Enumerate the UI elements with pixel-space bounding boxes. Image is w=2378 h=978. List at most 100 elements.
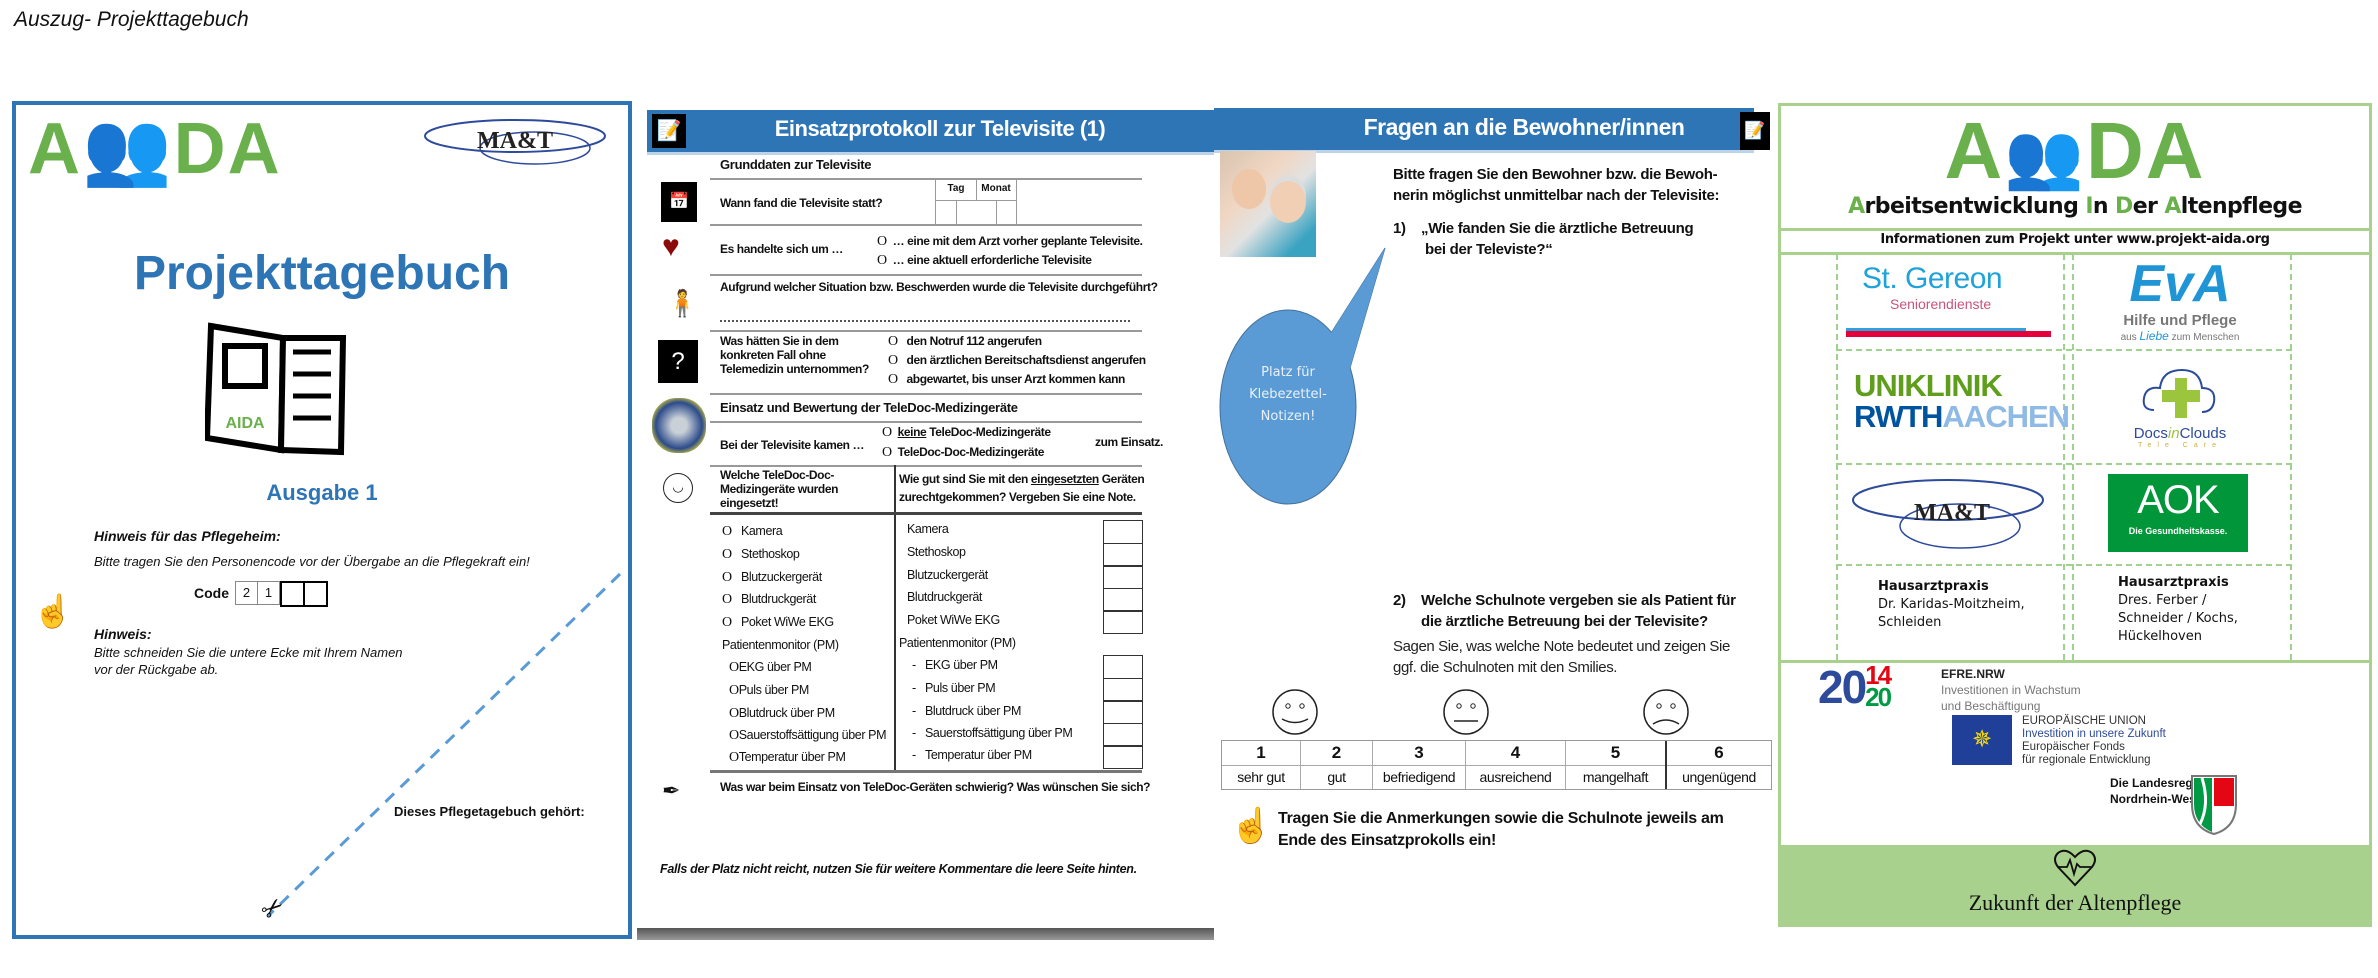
pm-checkbox[interactable]: OBlutdruck über PM: [729, 706, 835, 721]
device-rating-label: Stethoskop: [907, 545, 966, 559]
smiley-icon: ◡: [663, 473, 693, 503]
svg-text:MA&T: MA&T: [1914, 500, 1990, 526]
hint2-line: vor der Rückgabe ab.: [94, 662, 219, 677]
device-checkbox[interactable]: O Poket WiWe EKG: [722, 615, 834, 630]
code-label: Code: [194, 585, 229, 601]
grade-cell[interactable]: 4 ausreichend: [1465, 741, 1565, 789]
pm-rating-label: - Puls über PM: [912, 681, 996, 695]
grade-label: mangelhaft: [1582, 769, 1649, 785]
grade-input-box[interactable]: [1103, 565, 1143, 590]
date-field[interactable]: Tag Monat: [935, 178, 1017, 224]
grade-label: ungenügend: [1682, 769, 1756, 785]
grade-input-box[interactable]: [1103, 700, 1143, 725]
alt-question-line: Fall ohne Telemedizin: [720, 348, 826, 376]
grade-input-box[interactable]: [1103, 520, 1143, 544]
grade-input-box[interactable]: [1103, 542, 1143, 567]
partner-praxis-2: Hausarztpraxis Dres. Ferber / Schneider / …: [2118, 575, 2238, 644]
pm-checkbox[interactable]: OPuls über PM: [729, 683, 809, 698]
code-digit[interactable]: 2: [235, 581, 258, 605]
radio-option[interactable]: O den Notruf 112 angerufen: [888, 334, 1042, 349]
pm-rating-label: - Sauerstoffsättigung über PM: [912, 726, 1073, 740]
partner-uniklinik: UNIKLINIK RWTHAACHEN: [1854, 368, 2070, 434]
reason-answer-line[interactable]: [720, 320, 1130, 322]
pm-checkbox[interactable]: OSauerstoffsättigung über PM: [729, 728, 887, 743]
code-digit[interactable]: [280, 581, 305, 607]
grade-input-box[interactable]: [1103, 655, 1143, 679]
pointing-hand-icon: ☝: [33, 593, 73, 629]
hint-text: Bitte tragen Sie den Personencode vor de…: [94, 554, 530, 569]
grade-cell[interactable]: 1 sehr gut: [1222, 741, 1300, 789]
efre-years-logo: 20 14 20: [1818, 660, 1892, 713]
device-rating-label: Blutzuckergerät: [907, 568, 988, 582]
device-checkbox[interactable]: O Kamera: [722, 524, 783, 539]
alt-question-line: unternommen?: [786, 362, 869, 376]
grade-input-box[interactable]: [1103, 722, 1143, 747]
hint-title: Hinweis für das Pflegeheim:: [94, 528, 281, 544]
grade-label: befriedigend: [1382, 769, 1456, 785]
cover-page: [12, 101, 632, 939]
section-title: Grunddaten zur Televisite: [720, 157, 872, 172]
partner-aok: AOK Die Gesundheitskasse.: [2108, 474, 2248, 552]
grade-table: 1 sehr gut 2 gut 3 befriedigend 4 ausreichend 5 m…: [1221, 740, 1772, 790]
code-digit[interactable]: 1: [258, 581, 280, 605]
medical-device-icon: [652, 398, 706, 453]
footer-note: Falls der Platz nicht reicht, nutzen Sie…: [660, 862, 1137, 876]
grade-input-box[interactable]: [1103, 677, 1143, 702]
grade-input-box[interactable]: [1103, 587, 1143, 612]
mat-logo: MA&T: [424, 119, 606, 165]
photo-nurse-resident: [1220, 151, 1316, 257]
device-checkbox[interactable]: O Blutzuckergerät: [722, 570, 822, 585]
document-edit-icon: 📝: [652, 114, 686, 148]
alt-question-line: Was hätten Sie in dem konkreten: [720, 334, 839, 362]
page-heading: Auszug- Projekttagebuch: [14, 8, 249, 31]
radio-option[interactable]: O … eine aktuell erforderliche Televisit…: [877, 253, 1092, 268]
grade-input-box[interactable]: [1103, 745, 1143, 770]
radio-option[interactable]: O TeleDoc-Doc-Medizingeräte: [882, 445, 1045, 460]
pm-checkbox[interactable]: OEKG über PM: [729, 660, 812, 675]
question-icon: ?: [658, 340, 698, 383]
radio-option[interactable]: O … eine mit dem Arzt vorher geplante Te…: [877, 234, 1143, 249]
grade-input-box[interactable]: [1103, 610, 1143, 635]
neutral-face-icon: [1443, 689, 1489, 735]
code-field[interactable]: 2 1: [235, 581, 328, 607]
pm-rating-label: - Blutdruck über PM: [912, 704, 1022, 718]
radio-option[interactable]: O keine TeleDoc-Medizingeräte: [882, 425, 1051, 440]
aida-logo: A👥DA: [28, 109, 282, 189]
device-checkbox[interactable]: O Stethoskop: [722, 547, 800, 562]
sticky-note-bubble[interactable]: [1214, 240, 1414, 520]
efre-text: EFRE.NRW Investitionen in Wachstum und Bes…: [1941, 667, 2081, 713]
cover-title: Projekttagebuch: [133, 247, 511, 300]
radio-option[interactable]: O den ärztlichen Bereitschaftsdienst ang…: [888, 353, 1146, 368]
svg-text:MA&T: MA&T: [477, 128, 553, 154]
radio-option[interactable]: O abgewartet, bis unser Arzt kommen kann: [888, 372, 1125, 387]
rating-question: Wie gut sind Sie mit den eingesetzten Ge…: [899, 472, 1145, 486]
pm-rating-label: - Temperatur über PM: [912, 748, 1032, 762]
alt-question: Was hätten Sie in dem konkreten Fall ohn…: [720, 334, 878, 376]
feedback-question: Was war beim Einsatz von TeleDoc-Geräten…: [720, 780, 1151, 794]
partner-eva: EvA Hilfe und Pflege aus Liebe zum Mensc…: [2120, 255, 2240, 343]
hint2-title: Hinweis:: [94, 626, 152, 642]
grade-cell[interactable]: 5 mangelhaft: [1565, 741, 1665, 789]
month-label: Monat: [976, 178, 1016, 201]
aida-subtitle: Arbeitsentwicklung In Der Altenpflege: [1848, 194, 2302, 219]
page-shadow: [637, 928, 1214, 940]
question-1: 1) „Wie fanden Sie die ärztliche Betreuu…: [1393, 220, 1694, 258]
grade-note: Tragen Sie die Anmerkungen sowie die Sch…: [1278, 810, 1724, 849]
used-suffix: zum Einsatz.: [1095, 435, 1163, 449]
code-digit[interactable]: [305, 581, 328, 607]
grade-cell[interactable]: 3 befriedigend: [1372, 741, 1465, 789]
grade-number: 5: [1566, 741, 1665, 766]
question-2-hint: Sagen Sie, was welche Note bedeutet und …: [1393, 638, 1730, 676]
grade-cell[interactable]: 6 ungenügend: [1665, 741, 1771, 789]
owner-label: Dieses Pflegetagebuch gehört:: [394, 804, 585, 819]
grade-cell[interactable]: 2 gut: [1300, 741, 1372, 789]
device-checkbox[interactable]: O Blutdruckgerät: [722, 592, 816, 607]
pointing-hand-icon: ☝: [1230, 807, 1273, 845]
questions-header: [1214, 108, 1754, 153]
day-label: Tag: [936, 178, 977, 201]
pm-checkbox[interactable]: OTemperatur über PM: [729, 750, 846, 765]
grade-label: sehr gut: [1237, 769, 1285, 785]
devices-question-line: Welche TeleDoc-Doc-Medizingeräte: [720, 468, 834, 496]
device-rating-label: Kamera: [907, 522, 949, 536]
project-info-link[interactable]: Informationen zum Projekt unter www.proj…: [1880, 232, 2270, 247]
